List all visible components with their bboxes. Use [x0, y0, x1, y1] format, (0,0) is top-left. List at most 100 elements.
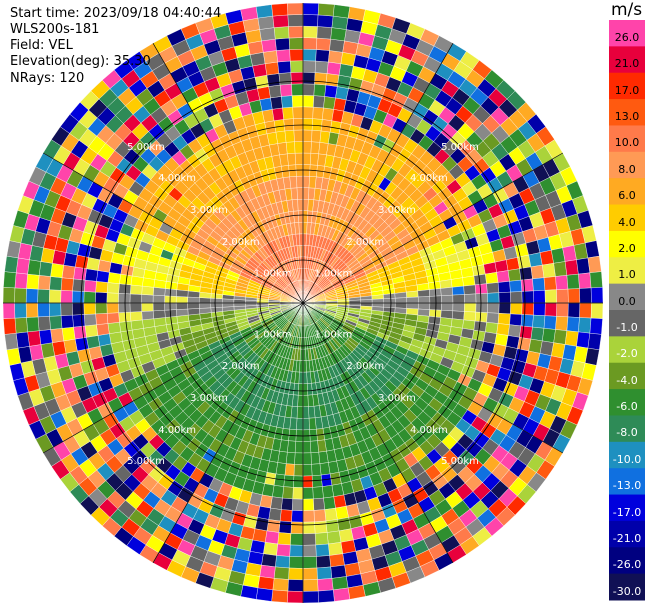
radar-gate	[584, 240, 600, 259]
radar-gate	[277, 60, 292, 74]
colorbar-tick-label: 10.0	[614, 136, 640, 150]
radar-gate	[485, 322, 499, 334]
radar-gate	[187, 308, 200, 316]
radar-gate	[284, 130, 295, 143]
radar-gate	[318, 451, 329, 464]
radar-gate	[333, 4, 351, 19]
radar-gate	[579, 302, 592, 319]
radar-gate	[153, 310, 166, 319]
radar-gate	[272, 485, 284, 499]
colorbar-tick-label: -2.0	[616, 347, 638, 361]
radar-gate	[106, 292, 119, 304]
radar-gate	[463, 284, 476, 295]
colorbar-tick-label: -21.0	[612, 531, 642, 545]
radar-gate	[494, 259, 509, 273]
radar-gate	[302, 25, 318, 39]
colorbar-tick-label: 17.0	[614, 83, 640, 97]
radar-gate	[266, 73, 281, 87]
radar-gate	[60, 302, 73, 316]
colorbar-swatch	[609, 520, 645, 548]
instrument-label: WLS200s-181	[10, 22, 100, 37]
radar-gate	[290, 72, 304, 85]
radar-gate	[302, 95, 315, 108]
radar-gate	[278, 72, 292, 86]
radar-gate	[240, 584, 259, 600]
radar-gate	[130, 311, 143, 322]
radar-gate	[49, 302, 62, 317]
radar-gate	[106, 282, 120, 294]
radar-gate	[199, 302, 211, 309]
radar-gate	[452, 310, 465, 321]
radar-gate	[187, 302, 200, 310]
radar-gate	[302, 441, 312, 454]
radar-gate	[26, 273, 40, 290]
radar-gate	[255, 4, 273, 19]
radar-gate	[273, 566, 290, 580]
radar-gate	[118, 302, 131, 313]
radar-gate	[302, 590, 319, 604]
radar-gate	[264, 61, 280, 76]
radar-gate	[153, 317, 167, 327]
radar-gate	[521, 302, 534, 316]
radar-gate	[287, 579, 304, 592]
radar-gate	[302, 141, 312, 154]
radar-gate	[291, 83, 304, 96]
radar-gate	[314, 532, 329, 546]
radar-gate	[288, 556, 304, 569]
radar-gate	[287, 2, 304, 16]
radar-gate	[268, 507, 282, 522]
radar-gate	[302, 175, 310, 188]
radar-gate	[452, 302, 465, 312]
range-ring-label: 1.00km	[254, 269, 292, 280]
radar-gate	[556, 288, 569, 304]
colorbar-tick-label: -13.0	[612, 479, 642, 493]
colorbar-swatch	[609, 415, 645, 443]
radar-gate	[324, 507, 338, 522]
colorbar-swatch	[609, 362, 645, 390]
radar-gate	[544, 289, 557, 304]
radar-gate	[256, 302, 269, 306]
radar-gate	[285, 141, 296, 154]
radar-gate	[15, 331, 30, 349]
radar-gate	[271, 3, 289, 17]
radar-gate	[302, 579, 319, 592]
radar-gate	[285, 452, 296, 465]
radar-gate	[283, 118, 295, 132]
range-ring-label: 2.00km	[346, 361, 384, 372]
radar-gate	[60, 314, 74, 329]
radar-gate	[302, 544, 317, 557]
radar-gate	[74, 337, 89, 352]
radar-gate	[297, 395, 304, 407]
azimuth-spoke	[302, 302, 563, 454]
azimuth-spoke	[152, 302, 304, 563]
radar-gate	[360, 299, 373, 304]
radar-gate	[330, 564, 347, 579]
radar-gate	[302, 199, 309, 211]
colorbar-swatch	[609, 573, 645, 601]
range-ring-label: 4.00km	[158, 425, 196, 436]
radar-gate	[268, 84, 282, 99]
radar-gate	[310, 153, 319, 166]
ppi-plot: 1.00km 1.00km 1.00km 1.00km 2.00km 2.00km 2.00…	[2, 2, 604, 604]
radar-gate	[505, 257, 520, 271]
radar-gate	[417, 289, 430, 298]
radar-gate	[509, 313, 523, 327]
radar-gate	[245, 302, 258, 307]
radar-gate	[333, 494, 347, 509]
radar-gate	[96, 323, 110, 336]
radar-gate	[15, 257, 30, 275]
radar-gate	[302, 510, 315, 523]
colorbar-swatch	[609, 336, 645, 364]
radar-gate	[152, 294, 165, 304]
radar-gate	[510, 302, 523, 315]
radar-gate	[584, 347, 600, 366]
radar-gate	[130, 319, 144, 331]
radar-gate	[590, 287, 604, 304]
radar-gate	[315, 49, 330, 63]
radar-gate	[475, 302, 488, 313]
radar-gate	[316, 555, 331, 569]
radar-gate	[589, 271, 603, 289]
radar-gate	[302, 118, 313, 131]
range-ring-label: 5.00km	[127, 142, 165, 153]
colorbar-tick-label: 8.0	[618, 162, 636, 176]
